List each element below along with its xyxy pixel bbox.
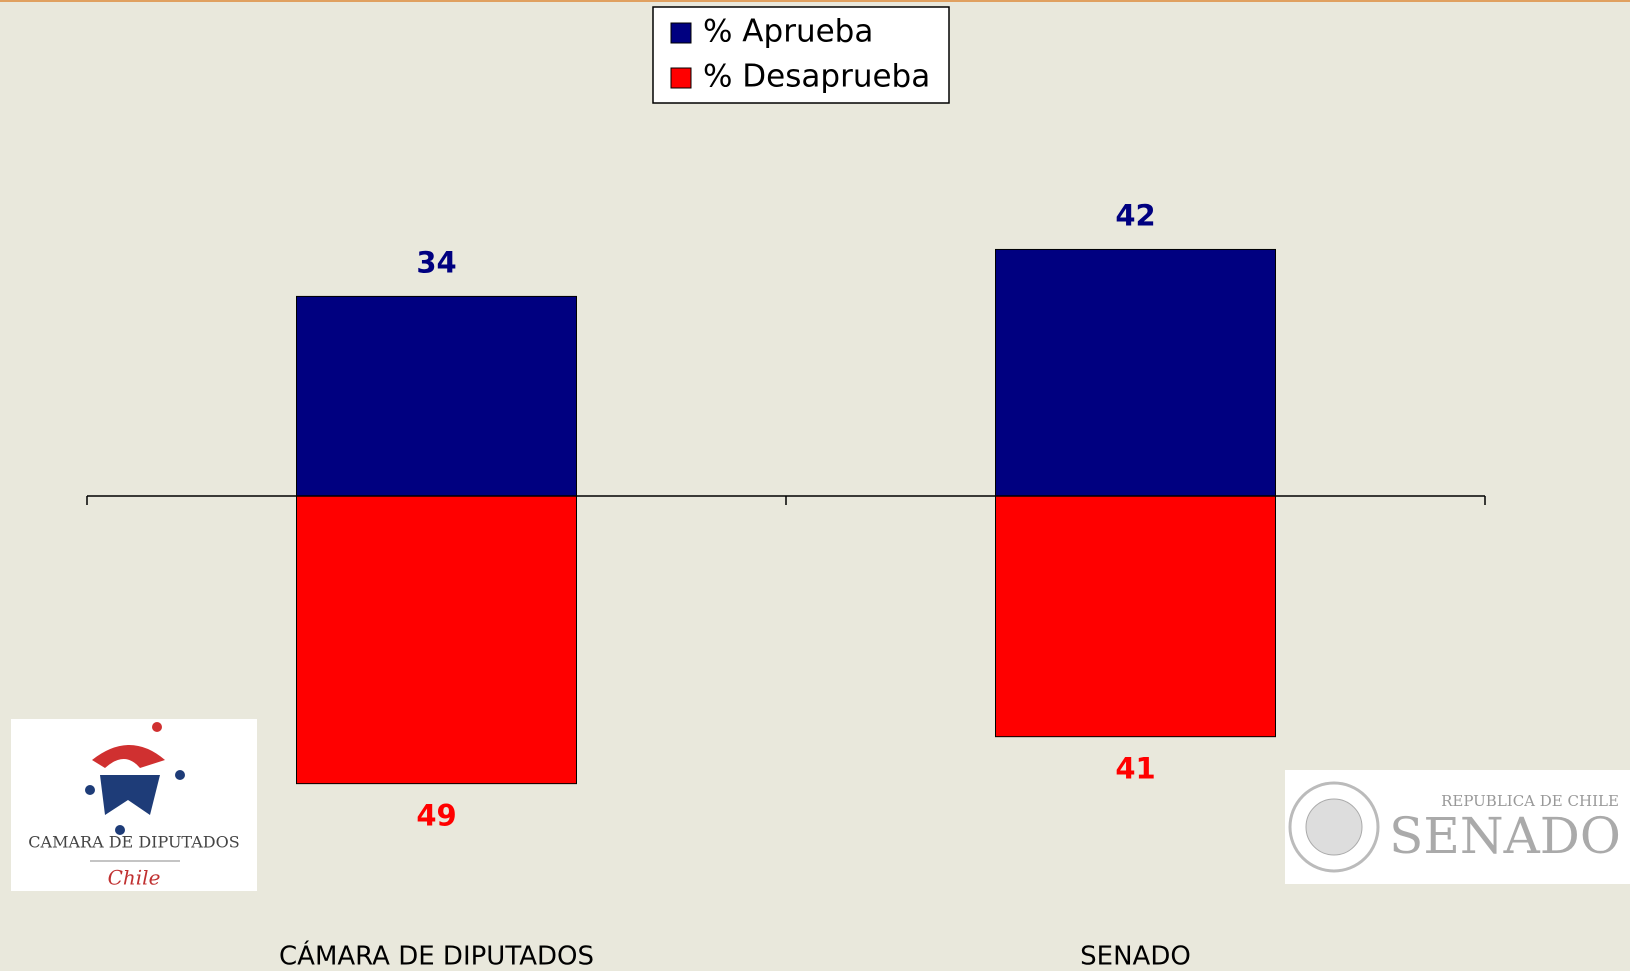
logo-dot — [115, 825, 125, 835]
logo-seal — [1305, 798, 1363, 856]
logo-seal — [1288, 781, 1380, 873]
bar — [995, 248, 1276, 497]
logo-senado: REPUBLICA DE CHILE SENADO — [1285, 770, 1630, 884]
logo-dot — [152, 722, 162, 732]
logo-star — [100, 775, 160, 815]
logo-text: REPUBLICA DE CHILE — [1441, 792, 1619, 810]
legend-swatch — [670, 22, 692, 44]
data-label: 34 — [416, 245, 456, 279]
legend-label: % Aprueba — [703, 14, 873, 50]
data-label: 49 — [416, 799, 456, 833]
logo-text: CAMARA DE DIPUTADOS — [28, 833, 239, 852]
logo-dot — [175, 770, 185, 780]
legend-label: % Desaprueba — [703, 59, 930, 95]
logo-text: SENADO — [1389, 807, 1621, 865]
logo-dot — [85, 785, 95, 795]
bar — [995, 495, 1276, 738]
logo-camara: CAMARA DE DIPUTADOS Chile — [11, 719, 257, 891]
legend — [652, 6, 950, 104]
data-label: 42 — [1115, 198, 1155, 232]
bar — [296, 295, 577, 497]
legend-swatch — [670, 67, 692, 89]
logo-star — [92, 745, 165, 768]
data-label: 41 — [1115, 752, 1155, 786]
x-tick-label: CÁMARA DE DIPUTADOS — [279, 940, 594, 971]
logo-text: Chile — [108, 866, 161, 890]
x-tick-label: SENADO — [1080, 942, 1191, 971]
bar — [296, 495, 577, 785]
